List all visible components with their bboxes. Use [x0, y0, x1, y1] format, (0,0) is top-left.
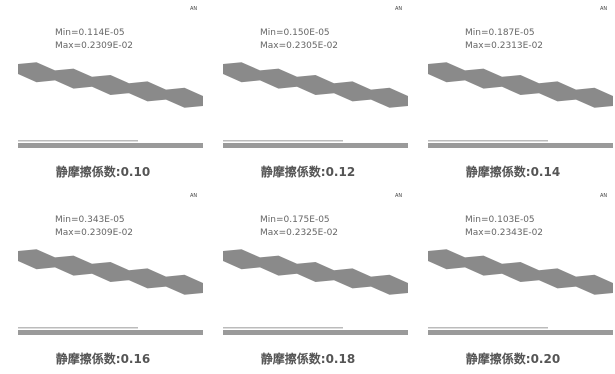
tag: AN	[600, 193, 607, 199]
panel: AN Min=0.150E-05 Max=0.2305E-02 静摩擦係数:0.12	[223, 6, 408, 179]
tag: AN	[600, 6, 607, 12]
tag: AN	[190, 193, 197, 199]
tag: AN	[395, 6, 402, 12]
min-label: Min=0.114E-05	[55, 28, 125, 38]
base-line	[223, 327, 343, 329]
contour-band	[223, 62, 408, 108]
max-label: Max=0.2343E-02	[465, 228, 543, 238]
base-line	[223, 140, 343, 142]
caption: 静摩擦係数:0.20	[466, 351, 560, 366]
base-bar	[428, 330, 613, 335]
max-label: Max=0.2309E-02	[55, 41, 133, 51]
contour-band	[428, 249, 613, 295]
tag: AN	[190, 6, 197, 12]
panel: AN Min=0.114E-05 Max=0.2309E-02 静摩擦係数:0.10	[18, 6, 203, 179]
caption: 静摩擦係数:0.14	[466, 164, 560, 179]
caption: 静摩擦係数:0.16	[56, 351, 150, 366]
contour-band	[223, 249, 408, 295]
min-label: Min=0.103E-05	[465, 215, 535, 225]
base-bar	[223, 330, 408, 335]
contour-band	[18, 249, 203, 295]
base-bar	[223, 143, 408, 148]
base-line	[428, 140, 548, 142]
base-bar	[428, 143, 613, 148]
contour-band	[428, 62, 613, 108]
max-label: Max=0.2305E-02	[260, 41, 338, 51]
base-line	[18, 140, 138, 142]
max-label: Max=0.2309E-02	[55, 228, 133, 238]
base-bar	[18, 330, 203, 335]
panel: AN Min=0.175E-05 Max=0.2325E-02 静摩擦係数:0.18	[223, 193, 408, 366]
min-label: Min=0.150E-05	[260, 28, 330, 38]
base-bar	[18, 143, 203, 148]
figure: ANMin=0.114E-05Max=0.2309E-02静摩擦係数:0.10A…	[0, 0, 615, 374]
max-label: Max=0.2325E-02	[260, 228, 338, 238]
max-label: Max=0.2313E-02	[465, 41, 543, 51]
base-line	[428, 327, 548, 329]
caption: 静摩擦係数:0.10	[56, 164, 150, 179]
panel: AN Min=0.103E-05 Max=0.2343E-02 静摩擦係数:0.20	[428, 193, 613, 366]
contour-band	[18, 62, 203, 108]
min-label: Min=0.343E-05	[55, 215, 125, 225]
panel: AN Min=0.187E-05 Max=0.2313E-02 静摩擦係数:0.14	[428, 6, 613, 179]
min-label: Min=0.187E-05	[465, 28, 535, 38]
base-line	[18, 327, 138, 329]
caption: 静摩擦係数:0.18	[261, 351, 355, 366]
tag: AN	[395, 193, 402, 199]
min-label: Min=0.175E-05	[260, 215, 330, 225]
caption: 静摩擦係数:0.12	[261, 164, 355, 179]
panel: AN Min=0.343E-05 Max=0.2309E-02 静摩擦係数:0.16	[18, 193, 203, 366]
